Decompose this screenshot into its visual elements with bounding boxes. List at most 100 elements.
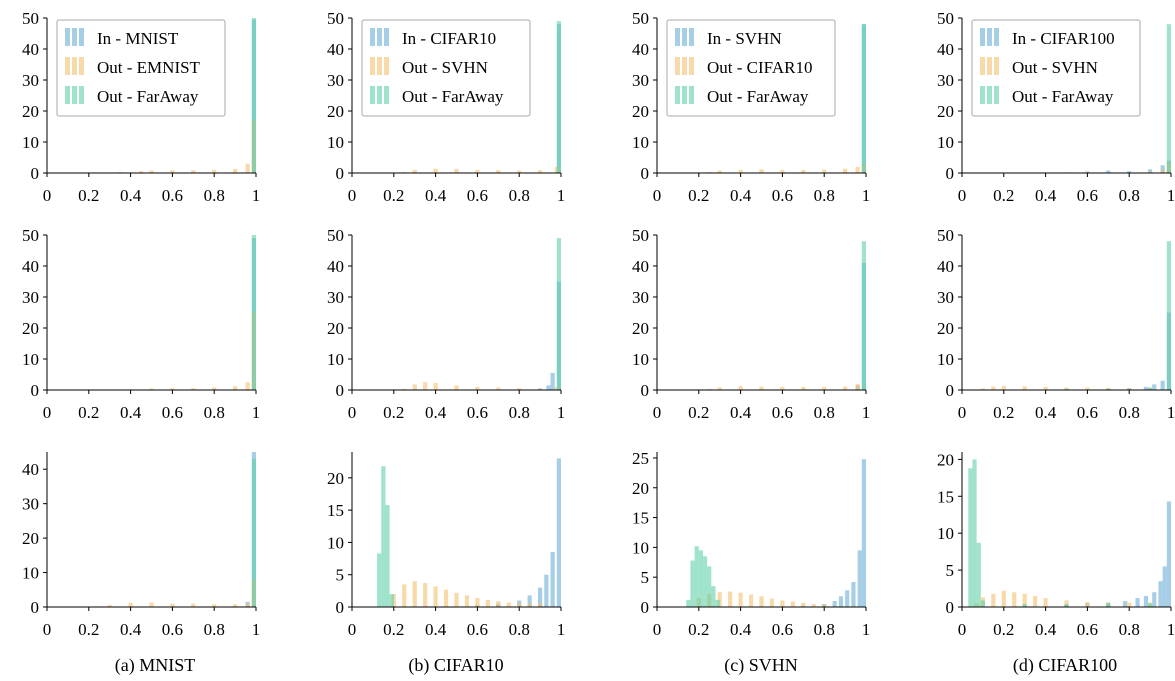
- bar-series2: [138, 171, 144, 173]
- legend-box: [361, 19, 531, 117]
- bar-series3: [1106, 603, 1111, 607]
- y-tick-label: 40: [327, 40, 344, 59]
- y-tick-label: 15: [327, 501, 344, 520]
- y-tick-label: 30: [632, 71, 649, 90]
- bar-series3: [976, 542, 981, 607]
- bar-series2: [717, 170, 722, 173]
- bar-series2: [801, 386, 806, 390]
- bar-series1: [1148, 169, 1153, 173]
- bar-series1: [544, 574, 549, 607]
- bar-series1: [845, 590, 850, 607]
- legend-swatch: [987, 86, 992, 104]
- bar-series1: [1160, 380, 1165, 390]
- x-tick-label: 0: [43, 620, 52, 639]
- bar-series3: [698, 550, 703, 607]
- bar-series2: [128, 602, 133, 607]
- legend-label: In - CIFAR100: [1012, 29, 1115, 48]
- x-tick-label: 0: [348, 403, 357, 422]
- x-tick-label: 0.6: [162, 403, 183, 422]
- bar-series2: [527, 603, 532, 608]
- bar-series2: [822, 169, 827, 173]
- bar-series2: [554, 166, 559, 173]
- x-tick-label: 0.8: [814, 403, 835, 422]
- x-tick-label: 0.6: [467, 186, 488, 205]
- bar-series2: [790, 601, 795, 607]
- bar-series2: [170, 388, 175, 390]
- bar-series2: [1012, 592, 1017, 607]
- legend-swatch: [370, 57, 375, 75]
- x-tick-label: 0.2: [383, 620, 404, 639]
- y-tick-label: 40: [632, 257, 649, 276]
- bar-series3: [690, 560, 695, 607]
- bar-series2: [1085, 601, 1090, 607]
- bar-series3: [972, 459, 977, 607]
- legend-swatch: [682, 28, 687, 46]
- bar-series2: [1127, 602, 1132, 607]
- legend-swatch: [675, 28, 680, 46]
- bar-series1: [832, 601, 837, 607]
- bar-series3: [385, 504, 390, 607]
- y-tick-label: 0: [641, 164, 650, 183]
- y-tick-label: 30: [22, 288, 39, 307]
- bar-series2: [538, 170, 543, 173]
- x-tick-label: 0: [958, 186, 967, 205]
- x-tick-label: 0.6: [467, 403, 488, 422]
- bar-series1: [1122, 601, 1128, 607]
- bar-series2: [717, 387, 722, 390]
- bar-series3: [715, 599, 720, 607]
- y-tick-label: 10: [632, 538, 649, 557]
- y-tick-label: 10: [632, 133, 649, 152]
- bar-series2: [496, 387, 501, 390]
- y-tick-label: 50: [937, 9, 954, 28]
- bar-series3: [1064, 604, 1069, 607]
- x-tick-label: 0.4: [425, 186, 447, 205]
- x-tick-label: 0.8: [509, 186, 530, 205]
- legend-label: In - SVHN: [707, 29, 782, 48]
- bar-series2: [822, 386, 827, 390]
- x-tick-label: 0.2: [993, 620, 1014, 639]
- y-tick-label: 20: [22, 102, 39, 121]
- y-tick-label: 5: [336, 566, 345, 585]
- legend-swatch: [377, 86, 382, 104]
- bar-series2: [212, 169, 217, 173]
- x-tick-label: 0.8: [814, 620, 835, 639]
- bar-series3: [556, 21, 561, 173]
- y-tick-label: 10: [22, 350, 39, 369]
- bar-series2: [1085, 387, 1090, 390]
- bar-series2: [538, 388, 543, 390]
- bar-series2: [412, 581, 417, 607]
- caption-cifar100: (d) CIFAR100: [1012, 655, 1118, 675]
- x-tick-label: 0.8: [1119, 620, 1140, 639]
- bar-series3: [251, 18, 256, 173]
- y-tick-label: 30: [22, 495, 39, 514]
- legend-swatch: [682, 57, 687, 75]
- bar-series2: [759, 169, 764, 173]
- bar-series1: [1158, 581, 1163, 607]
- x-tick-label: 0.2: [688, 186, 709, 205]
- y-tick-label: 25: [632, 449, 649, 468]
- bar-series2: [554, 386, 559, 390]
- histogram-panel-11: 0 5 10 15 20 25 0 0.2 0.4 0.6 0.8 1: [632, 449, 870, 639]
- bar-series3: [251, 458, 256, 607]
- x-tick-label: 0.8: [204, 186, 225, 205]
- legend-label: Out - FarAway: [1012, 87, 1114, 106]
- y-tick-label: 50: [937, 226, 954, 245]
- legend-swatch: [675, 86, 680, 104]
- legend-swatch: [370, 28, 375, 46]
- bar-series1: [857, 550, 862, 607]
- y-tick-label: 10: [937, 524, 954, 543]
- bar-series2: [170, 170, 175, 173]
- bar-series1: [527, 595, 532, 608]
- bar-series2: [149, 388, 154, 390]
- x-tick-label: 0.4: [730, 186, 752, 205]
- x-tick-label: 0.6: [1077, 620, 1098, 639]
- x-tick-label: 0.2: [688, 620, 709, 639]
- y-tick-label: 10: [632, 350, 649, 369]
- bar-series1: [1085, 171, 1090, 173]
- x-tick-label: 0.4: [1035, 620, 1057, 639]
- x-tick-label: 0: [653, 186, 662, 205]
- bar-series2: [212, 387, 217, 390]
- legend-swatch: [384, 57, 389, 75]
- x-tick-label: 0.4: [120, 620, 142, 639]
- bar-series2: [538, 603, 543, 608]
